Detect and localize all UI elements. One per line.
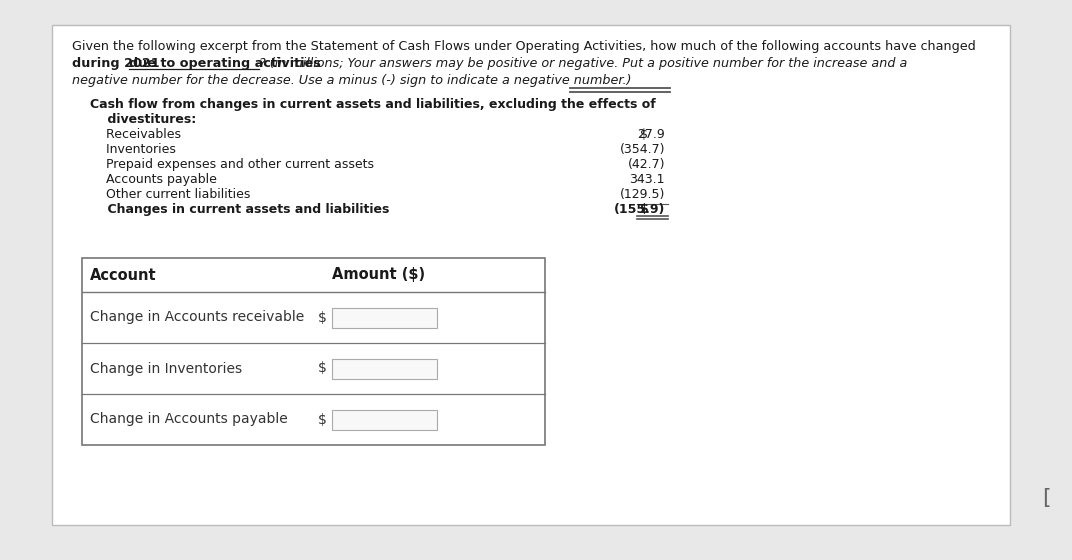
Text: Account: Account bbox=[90, 268, 157, 282]
Text: Change in Accounts payable: Change in Accounts payable bbox=[90, 413, 287, 427]
Text: Receivables: Receivables bbox=[90, 128, 181, 141]
Text: $: $ bbox=[640, 128, 647, 141]
Text: Change in Inventories: Change in Inventories bbox=[90, 362, 242, 376]
Text: Amount ($): Amount ($) bbox=[332, 268, 426, 282]
Text: Other current liabilities: Other current liabilities bbox=[90, 188, 251, 201]
Bar bbox=[332, 409, 437, 430]
Text: $: $ bbox=[640, 203, 649, 216]
Text: ? (in millions; Your answers may be positive or negative. Put a positive number : ? (in millions; Your answers may be posi… bbox=[258, 57, 907, 70]
Text: (155.9): (155.9) bbox=[613, 203, 665, 216]
Bar bbox=[332, 358, 437, 379]
Text: $: $ bbox=[318, 413, 327, 427]
Text: 343.1: 343.1 bbox=[629, 173, 665, 186]
Text: negative number for the decrease. Use a minus (-) sign to indicate a negative nu: negative number for the decrease. Use a … bbox=[72, 74, 631, 87]
Text: [: [ bbox=[1042, 488, 1051, 508]
Text: 27.9: 27.9 bbox=[637, 128, 665, 141]
Text: divestitures:: divestitures: bbox=[90, 113, 196, 126]
Text: Accounts payable: Accounts payable bbox=[90, 173, 217, 186]
Text: $: $ bbox=[318, 362, 327, 376]
Text: Prepaid expenses and other current assets: Prepaid expenses and other current asset… bbox=[90, 158, 374, 171]
Text: (129.5): (129.5) bbox=[620, 188, 665, 201]
Bar bbox=[332, 307, 437, 328]
Text: Changes in current assets and liabilities: Changes in current assets and liabilitie… bbox=[90, 203, 389, 216]
Text: (42.7): (42.7) bbox=[627, 158, 665, 171]
Text: Cash flow from changes in current assets and liabilities, excluding the effects : Cash flow from changes in current assets… bbox=[90, 98, 656, 111]
Text: Change in Accounts receivable: Change in Accounts receivable bbox=[90, 310, 304, 324]
Bar bbox=[81, 258, 545, 445]
Text: due to operating activities: due to operating activities bbox=[130, 57, 322, 70]
Text: during 2021: during 2021 bbox=[72, 57, 164, 70]
Text: $: $ bbox=[318, 310, 327, 324]
Bar bbox=[53, 25, 1010, 525]
Text: (354.7): (354.7) bbox=[620, 143, 665, 156]
Text: Inventories: Inventories bbox=[90, 143, 176, 156]
Text: Given the following excerpt from the Statement of Cash Flows under Operating Act: Given the following excerpt from the Sta… bbox=[72, 40, 976, 53]
